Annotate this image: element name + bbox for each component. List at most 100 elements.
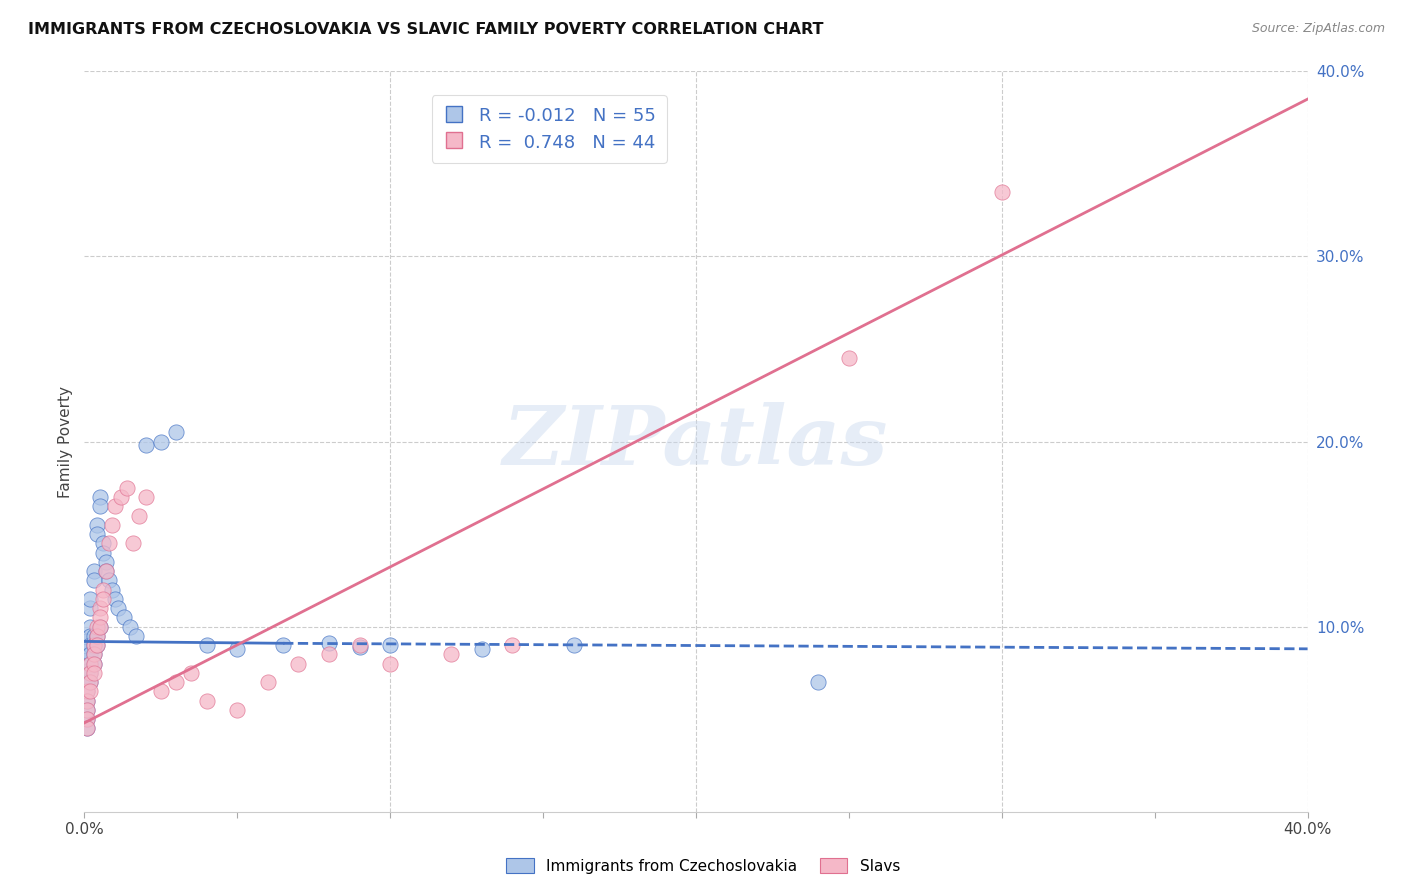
Text: Source: ZipAtlas.com: Source: ZipAtlas.com (1251, 22, 1385, 36)
Point (83, 564, 105, 578)
Point (125, 629, 148, 643)
Point (79, 665, 101, 680)
Point (101, 517, 124, 532)
Point (86, 629, 108, 643)
Point (91, 591, 114, 606)
Point (76, 712, 98, 726)
Point (149, 434, 172, 449)
Point (349, 640, 371, 654)
Point (318, 648, 340, 662)
Point (76, 664, 98, 678)
Point (318, 636, 340, 650)
Point (76, 703, 98, 717)
Point (79, 591, 101, 606)
Point (79, 638, 101, 652)
Point (79, 684, 101, 698)
Point (86, 517, 108, 532)
Point (76, 722, 98, 736)
Point (97, 536, 120, 550)
Point (97, 574, 120, 588)
Point (104, 500, 127, 514)
Point (79, 657, 101, 671)
Point (195, 694, 218, 708)
Point (349, 638, 371, 652)
Point (122, 536, 145, 550)
Point (83, 657, 105, 671)
Point (79, 675, 101, 690)
Point (76, 675, 98, 690)
Point (79, 629, 101, 643)
Point (89, 619, 111, 633)
Point (165, 675, 187, 690)
Point (76, 634, 98, 648)
Point (83, 629, 105, 643)
Point (76, 643, 98, 657)
Point (86, 629, 108, 643)
Point (79, 648, 101, 662)
Point (110, 490, 132, 504)
Point (86, 638, 108, 652)
Point (149, 684, 172, 698)
Point (562, 638, 585, 652)
Point (502, 638, 524, 652)
Point (91, 582, 114, 597)
Point (83, 638, 105, 652)
Point (83, 657, 105, 671)
Point (380, 657, 402, 671)
Point (83, 574, 105, 588)
Point (135, 438, 157, 452)
Point (120, 619, 142, 633)
Point (76, 694, 98, 708)
Point (83, 665, 105, 680)
Legend: R = -0.012   N = 55, R =  0.748   N = 44: R = -0.012 N = 55, R = 0.748 N = 44 (432, 95, 666, 162)
Point (76, 694, 98, 708)
Point (195, 638, 218, 652)
Point (76, 722, 98, 736)
Point (89, 610, 111, 624)
Point (76, 684, 98, 698)
Point (86, 638, 108, 652)
Point (107, 601, 129, 615)
Point (94, 564, 117, 578)
Text: IMMIGRANTS FROM CZECHOSLOVAKIA VS SLAVIC FAMILY POVERTY CORRELATION CHART: IMMIGRANTS FROM CZECHOSLOVAKIA VS SLAVIC… (28, 22, 824, 37)
Point (165, 425, 187, 440)
Point (86, 527, 108, 541)
Point (83, 648, 105, 662)
Point (104, 591, 127, 606)
Point (128, 508, 150, 523)
Point (83, 638, 105, 652)
Point (94, 564, 117, 578)
Point (991, 185, 1014, 199)
Point (89, 601, 111, 615)
Y-axis label: Family Poverty: Family Poverty (58, 385, 73, 498)
Point (838, 351, 860, 366)
Point (86, 619, 108, 633)
Point (226, 703, 249, 717)
Point (226, 641, 249, 656)
Point (76, 703, 98, 717)
Point (101, 582, 124, 597)
Point (380, 638, 402, 652)
Point (112, 610, 135, 624)
Point (79, 601, 101, 615)
Point (807, 675, 830, 690)
Point (115, 481, 138, 495)
Point (271, 638, 294, 652)
Point (257, 675, 280, 690)
Point (287, 657, 309, 671)
Point (89, 490, 111, 504)
Point (76, 684, 98, 698)
Point (471, 641, 494, 656)
Point (79, 619, 101, 633)
Point (76, 712, 98, 726)
Legend: Immigrants from Czechoslovakia, Slavs: Immigrants from Czechoslovakia, Slavs (501, 852, 905, 880)
Point (79, 675, 101, 690)
Text: ZIPatlas: ZIPatlas (503, 401, 889, 482)
Point (135, 490, 157, 504)
Point (180, 665, 202, 680)
Point (79, 657, 101, 671)
Point (76, 653, 98, 667)
Point (83, 648, 105, 662)
Point (79, 665, 101, 680)
Point (89, 500, 111, 514)
